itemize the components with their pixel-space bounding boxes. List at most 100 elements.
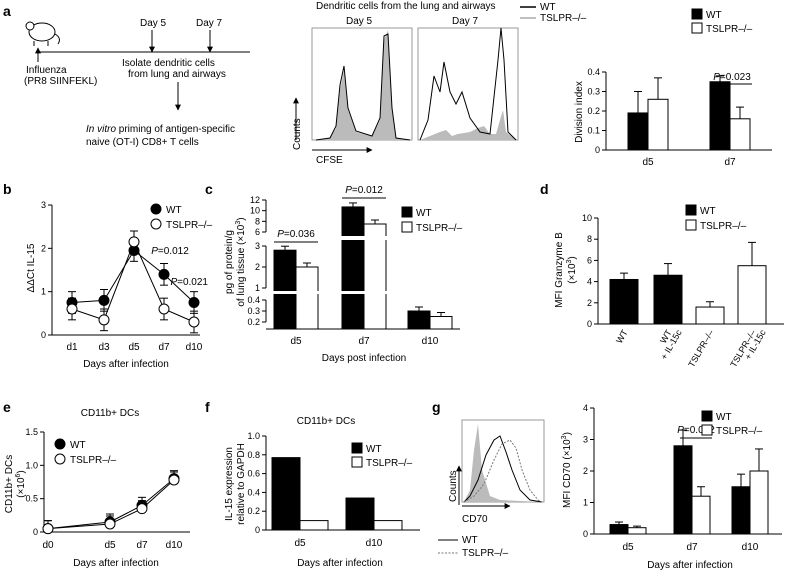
mouse-icon [25, 21, 60, 46]
c-bar-tslpr-d5 [295, 266, 319, 330]
c-legend-tslpr-label: TSLPR–/– [416, 223, 463, 234]
b-ylabel: ΔΔCt IL-15 [26, 243, 37, 292]
e-xticklabel-3: d10 [166, 540, 183, 551]
f-ylabel-line2: relative to GAPDH [236, 443, 247, 525]
d-xticklabel-0-0: WT [614, 328, 630, 346]
a-yticklabel-2: 0.2 [587, 106, 600, 116]
c-bar-wt-d10 [407, 310, 431, 330]
f-title: CD11b+ DCs [297, 416, 355, 427]
f-xticklabel-1: d10 [366, 538, 383, 549]
panel-label-f: f [205, 399, 210, 415]
chart-g-cd70: 0 1 2 3 4 MFI CD70 (×103) d5 d7 d10 Days after in… [561, 403, 782, 571]
f-yticklabel-2: 0.4 [247, 487, 260, 497]
e-ylabel2: (×106) [15, 470, 27, 498]
c-pvalue-d7: P=0.012 [345, 185, 383, 196]
d-yticklabel-4: 8 [587, 234, 592, 244]
g-xlabel: Days after infection [647, 560, 733, 571]
e-yticklabel-2: 1.0 [25, 460, 38, 470]
f-bar-tslpr-d10 [373, 520, 403, 531]
d-ylabel: MFI Granzyme B [554, 232, 565, 308]
g-legend-wt-swatch [701, 410, 713, 422]
c-axis-break-1 [264, 236, 462, 240]
a-legend-tslpr-swatch [691, 22, 703, 34]
a-legend-wt-label: WT [706, 10, 722, 21]
c-xticklabel-0: d5 [290, 336, 302, 347]
histogram-day7: Day 7 [452, 16, 479, 27]
priming-line2: naive (OT-I) CD8+ T cells [86, 137, 199, 148]
panel-label-a: a [3, 3, 11, 19]
d-ylabel2: (×103) [566, 256, 578, 284]
histogram-a: Dendritic cells from the lung and airway… [292, 1, 587, 166]
e-title: CD11b+ DCs [81, 408, 139, 419]
e-point-tslpr-d7 [136, 503, 148, 515]
d-yticklabel-2: 4 [587, 277, 592, 287]
d-bar-1 [653, 274, 683, 325]
g-bar-tslpr-d7 [691, 495, 711, 535]
panel-label-c: c [205, 181, 213, 197]
panel-label-e: e [3, 399, 11, 415]
b-yticklabel-0: 0 [41, 330, 46, 340]
histogram-g-xlabel: CD70 [462, 514, 488, 525]
d-yticklabel-3: 6 [587, 255, 592, 265]
g-legend-wt-label: WT [716, 412, 732, 423]
histogram-legend-tslpr: TSLPR–/– [540, 13, 587, 24]
a-legend-tslpr-label: TSLPR–/– [706, 24, 753, 35]
c-yticklabel-8: 10 [250, 206, 260, 216]
c-ylabel-line1: pg of protein/g [224, 230, 235, 294]
histogram-day7-wt [419, 27, 517, 141]
chart-b-il15-expression: 0 1 2 3 ΔΔCt IL-15 d1 d3 d5 d7 d10 Days after infe… [26, 200, 213, 370]
c-xlabel: Days post infection [322, 353, 407, 364]
g-yticklabel-2: 2 [583, 466, 588, 476]
b-yticklabel-3: 3 [41, 200, 46, 210]
a-yticklabel-4: 0.4 [587, 67, 600, 77]
histogram-day5-frame [311, 27, 413, 141]
e-line-wt [47, 478, 175, 530]
a-bar-wt-d7 [709, 81, 731, 151]
isolate-line1: Isolate dendritic cells [122, 58, 215, 69]
f-yticklabel-4: 0.8 [247, 450, 260, 460]
g-ylabel: MFI CD70 (×103) [561, 432, 573, 508]
panel-label-d: d [540, 181, 549, 197]
g-legend-tslpr: TSLPR–/– [462, 548, 509, 559]
c-bar-tslpr-d10 [429, 316, 453, 330]
c-legend-tslpr-swatch [401, 221, 413, 233]
b-pvalue-d10: P=0.021 [170, 277, 208, 288]
infection-label: Influenza [26, 65, 67, 76]
f-yticklabel-1: 0.2 [247, 506, 260, 516]
d-bar-2 [695, 306, 725, 325]
histogram-day7-tslpr [420, 110, 516, 140]
e-xticklabel-2: d7 [136, 540, 148, 551]
b-xticklabel-1: d3 [98, 342, 110, 353]
f-bar-wt-d10 [345, 497, 375, 531]
c-ylabel-line2: of lung tissue (×103) [235, 217, 247, 306]
histogram-ylabel: Counts [292, 118, 303, 150]
e-yticklabel-0: 0 [33, 527, 38, 537]
f-bar-wt-d5 [271, 457, 301, 531]
g-bar-tslpr-d5 [627, 527, 647, 535]
b-yticklabel-2: 2 [41, 243, 46, 253]
b-legend-wt-marker [150, 203, 162, 215]
a-xticklabel-0: d5 [642, 157, 654, 168]
d-legend-wt-label: WT [700, 206, 716, 217]
f-ylabel-line1: IL-15 expression [224, 447, 235, 521]
a-bar-wt-d5 [627, 112, 649, 151]
c-legend-wt-swatch [401, 206, 413, 218]
b-legend-tslpr-marker [150, 218, 162, 230]
d-bar-0 [609, 278, 639, 325]
c-pvalue-d5: P=0.036 [277, 229, 315, 240]
histogram-g: Counts CD70 WT TSLPR–/– [438, 419, 545, 559]
f-legend-tslpr-swatch [351, 456, 363, 468]
e-ylabel: CD11b+ DCs [4, 455, 15, 513]
e-legend-wt-marker [54, 438, 66, 450]
e-xticklabel-0: d0 [42, 540, 54, 551]
g-xticklabel-1: d7 [686, 542, 698, 553]
c-yticklabel-4: 2 [255, 262, 260, 272]
b-point-wt-d10 [188, 297, 200, 308]
e-legend-tslpr-marker [54, 453, 66, 465]
g-bar-wt-d10 [731, 486, 751, 535]
c-xticklabel-2: d10 [422, 336, 439, 347]
panel-label-b: b [3, 181, 12, 197]
